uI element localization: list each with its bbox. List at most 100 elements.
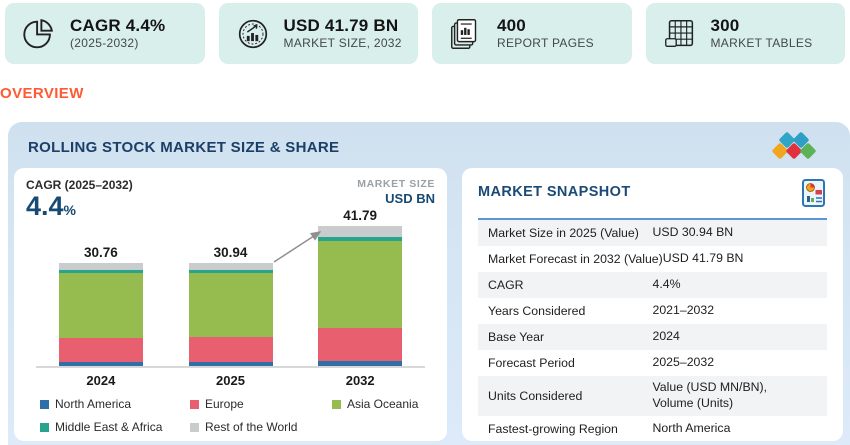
bar-segment-rest-of-the-world xyxy=(188,262,273,270)
snapshot-row-label: Market Forecast in 2032 (Value) xyxy=(488,252,663,266)
legend-label: North America xyxy=(55,397,132,412)
snapshot-row-forecast-period: Forecast Period 2025–2032 xyxy=(478,350,827,376)
bar-segment-europe xyxy=(188,337,273,363)
x-axis-label-2032: 2032 xyxy=(345,373,375,389)
stat-title: USD 41.79 BN xyxy=(283,15,399,35)
bar-segment-north-america xyxy=(188,362,273,367)
report-pages-icon xyxy=(447,15,485,53)
bar-group-2025: 30.94 xyxy=(166,245,296,367)
report-document-icon xyxy=(801,178,827,213)
chart-cagr-value: 4.4% xyxy=(26,191,76,221)
stat-card-market-tables: 300 MARKET TABLES xyxy=(645,3,845,64)
legend-label: Rest of the World xyxy=(205,420,298,435)
plot-area: 30.76 30.94 41.79 xyxy=(36,208,425,369)
chart-legend: North America Europe Asia Oceania Middle Ea… xyxy=(40,397,431,434)
stat-card-cagr: CAGR 4.4% (2025-2032) xyxy=(5,3,205,64)
snapshot-row-label: Base Year xyxy=(488,330,545,344)
snapshot-table: Market Size in 2025 (Value) USD 30.94 BN M… xyxy=(478,220,827,441)
snapshot-row-value: Value (USD MN/BN), Volume (Units) xyxy=(652,380,768,410)
bar-segment-europe xyxy=(318,327,403,362)
bar-segment-middle-east-africa xyxy=(58,270,143,274)
x-axis-label-2024: 2024 xyxy=(86,373,116,389)
stat-title: 300 xyxy=(710,15,740,35)
bar-group-2032: 41.79 xyxy=(295,208,425,367)
legend-label: Europe xyxy=(205,397,244,412)
panel-title: ROLLING STOCK MARKET SIZE & SHARE xyxy=(28,138,340,156)
stat-subtitle: REPORT PAGES xyxy=(497,36,594,51)
bar-segment-europe xyxy=(58,337,143,363)
stacked-bar-2024 xyxy=(58,263,143,367)
panel-header: ROLLING STOCK MARKET SIZE & SHARE xyxy=(8,122,850,166)
bar-segment-rest-of-the-world xyxy=(58,263,143,271)
stat-title: 400 xyxy=(497,15,526,35)
snapshot-row-value: North America xyxy=(652,420,731,435)
snapshot-row-market-size-in-2025-value: Market Size in 2025 (Value) USD 30.94 BN xyxy=(478,220,827,246)
snapshot-row-value: 2021–2032 xyxy=(652,303,715,317)
market-panel: ROLLING STOCK MARKET SIZE & SHARE CAGR (… xyxy=(8,122,850,445)
snapshot-row-value: 4.4% xyxy=(652,277,681,291)
market-snapshot-card: MARKET SNAPSHOT Market Size in 2025 xyxy=(462,168,843,441)
legend-swatch-rest-of-the-world xyxy=(190,422,199,432)
legend-item-rest-of-the-world: Rest of the World xyxy=(190,420,332,434)
legend-swatch-middle-east-africa xyxy=(40,422,49,432)
chart-cagr-label: CAGR (2025–2032) xyxy=(26,178,133,192)
bar-segment-north-america xyxy=(58,362,143,367)
bar-segment-asia-oceania xyxy=(188,272,273,338)
stacked-bar-2025 xyxy=(188,262,273,367)
stat-subtitle: MARKET SIZE, 2032 xyxy=(283,36,402,51)
legend-item-asia-oceania: Asia Oceania xyxy=(332,397,431,411)
legend-label: Asia Oceania xyxy=(347,397,419,412)
legend-label: Middle East & Africa xyxy=(55,420,163,435)
stat-title: CAGR 4.4% xyxy=(70,15,166,35)
chart-axis-note: MARKET SIZE xyxy=(357,178,435,190)
bar-segment-north-america xyxy=(318,361,403,367)
market-tables-icon xyxy=(661,15,699,53)
bar-value-label: 41.79 xyxy=(343,208,378,224)
snapshot-title: MARKET SNAPSHOT xyxy=(478,184,631,200)
globe-growth-icon xyxy=(234,15,272,53)
legend-swatch-asia-oceania xyxy=(332,399,341,409)
bar-segment-middle-east-africa xyxy=(188,269,273,273)
stacked-bar-2032 xyxy=(318,226,403,367)
legend-swatch-europe xyxy=(190,399,199,409)
bar-group-2024: 30.76 xyxy=(36,245,166,367)
legend-item-middle-east-africa: Middle East & Africa xyxy=(40,420,190,434)
bar-segment-middle-east-africa xyxy=(318,237,403,242)
legend-swatch-north-america xyxy=(40,399,49,409)
stat-subtitle: MARKET TABLES xyxy=(710,36,813,51)
stat-card-market-size: USD 41.79 BN MARKET SIZE, 2032 xyxy=(218,3,418,64)
snapshot-row-label: CAGR xyxy=(488,278,524,292)
bar-segment-asia-oceania xyxy=(318,241,403,328)
snapshot-row-label: Fastest-growing Region xyxy=(488,421,618,436)
stat-subtitle: (2025-2032) xyxy=(70,36,139,51)
x-axis-labels: 2024 2025 2032 xyxy=(36,373,425,388)
snapshot-row-years-considered: Years Considered 2021–2032 xyxy=(478,298,827,324)
bar-segment-rest-of-the-world xyxy=(318,226,403,238)
stat-card-report-pages: 400 REPORT PAGES xyxy=(432,3,632,64)
snapshot-row-label: Units Considered xyxy=(488,388,583,403)
snapshot-row-market-forecast-in-2032-value: Market Forecast in 2032 (Value) USD 41.79… xyxy=(478,246,827,272)
snapshot-row-label: Forecast Period xyxy=(488,356,575,370)
snapshot-top-rule xyxy=(478,218,827,220)
market-size-chart-card: CAGR (2025–2032) 4.4% MARKET SIZE USD BN xyxy=(14,168,447,441)
legend-item-europe: Europe xyxy=(190,397,332,411)
chart-axis-unit: USD BN xyxy=(385,191,435,206)
snapshot-row-value: USD 41.79 BN xyxy=(662,251,744,265)
snapshot-row-cagr: CAGR 4.4% xyxy=(478,272,827,298)
overview-heading: OVERVIEW xyxy=(0,85,84,102)
legend-item-north-america: North America xyxy=(40,397,190,411)
snapshot-row-value: 2024 xyxy=(652,329,680,343)
snapshot-row-value: 2025–2032 xyxy=(652,355,715,369)
snapshot-row-units-considered: Units Considered Value (USD MN/BN), Volum… xyxy=(478,376,827,416)
snapshot-row-label: Years Considered xyxy=(488,304,586,318)
panel-body: CAGR (2025–2032) 4.4% MARKET SIZE USD BN xyxy=(8,166,850,445)
bar-segment-asia-oceania xyxy=(58,273,143,338)
bar-value-label: 30.76 xyxy=(83,245,118,261)
pie-chart-icon xyxy=(20,15,58,53)
x-axis-label-2025: 2025 xyxy=(216,373,245,389)
snapshot-row-value: USD 30.94 BN xyxy=(652,225,734,239)
stats-row: CAGR 4.4% (2025-2032) USD 41.79 BN MARKE… xyxy=(0,0,850,64)
snapshot-row-base-year: Base Year 2024 xyxy=(478,324,827,350)
markets-diamonds-logo xyxy=(766,131,824,160)
snapshot-row-label: Market Size in 2025 (Value) xyxy=(488,226,639,240)
